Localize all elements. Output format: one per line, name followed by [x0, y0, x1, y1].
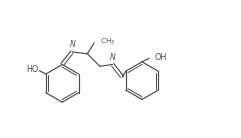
Text: OH: OH [155, 53, 167, 62]
Text: N: N [70, 40, 76, 49]
Text: N: N [110, 53, 116, 62]
Text: HO: HO [27, 65, 39, 74]
Text: CH$_3$: CH$_3$ [100, 36, 115, 47]
